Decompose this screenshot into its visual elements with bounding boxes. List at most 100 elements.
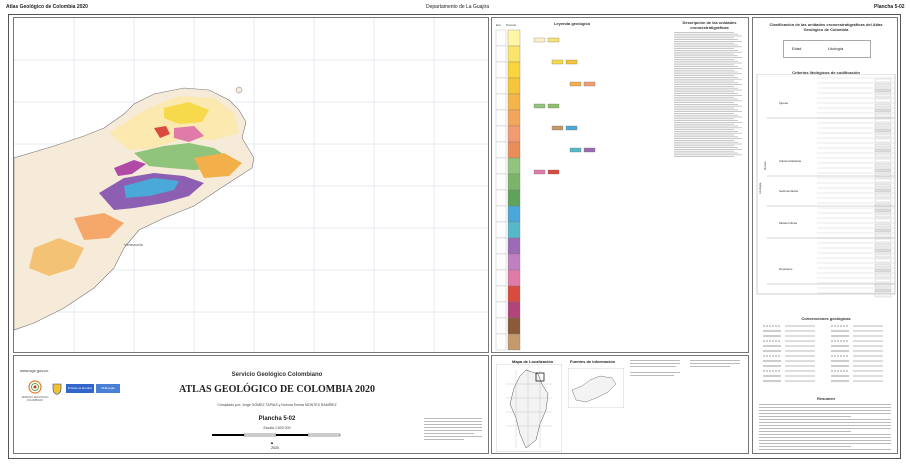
summary-line bbox=[759, 434, 891, 435]
strat-period-segment bbox=[507, 317, 521, 335]
description-line bbox=[674, 87, 738, 89]
criteria-pattern-swatch bbox=[874, 248, 892, 253]
description-line bbox=[674, 91, 734, 93]
strat-period-segment bbox=[507, 61, 521, 79]
map-canvas: Venezuela bbox=[14, 18, 488, 352]
summary-line bbox=[759, 410, 891, 411]
description-line bbox=[674, 55, 738, 57]
strat-period-segment bbox=[507, 301, 521, 319]
criteria-pattern-swatch bbox=[874, 183, 892, 188]
convention-label-line bbox=[785, 330, 815, 332]
strat-era-cell bbox=[495, 141, 507, 159]
description-line bbox=[674, 84, 742, 85]
description-line bbox=[674, 111, 742, 112]
title-block: www.sgc.gov.co SERVICIO GEOLÓGICO COLOMB… bbox=[13, 355, 489, 454]
description-line bbox=[674, 46, 742, 48]
legend-unit-box bbox=[583, 81, 596, 87]
description-line bbox=[674, 73, 742, 75]
description-line bbox=[674, 53, 734, 55]
description-line bbox=[674, 154, 742, 156]
description-line bbox=[674, 41, 742, 42]
venezuela-label: Venezuela bbox=[124, 242, 143, 247]
summary-line bbox=[759, 407, 891, 408]
convention-label-line bbox=[785, 375, 815, 377]
sources-title: Fuentes de información bbox=[570, 359, 616, 364]
description-line bbox=[674, 75, 734, 76]
description-line bbox=[674, 32, 734, 33]
gov-logo: El futuro es de todos bbox=[66, 384, 94, 393]
description-line bbox=[674, 122, 742, 123]
geologic-legend: Leyenda geológica Descripción de las uni… bbox=[491, 17, 749, 353]
criteria-pattern-swatch bbox=[874, 288, 892, 293]
legend-unit-box bbox=[547, 169, 560, 175]
period-column-header: Periodo bbox=[506, 23, 517, 27]
criteria-title: Criterios litológicos de codificación bbox=[792, 70, 860, 75]
convention-label-line bbox=[853, 350, 883, 352]
convention-label-line bbox=[785, 370, 815, 372]
strat-period-segment bbox=[507, 77, 521, 95]
sheet-locator bbox=[535, 372, 545, 382]
description-line bbox=[674, 62, 742, 64]
description-line bbox=[674, 35, 742, 37]
convention-label-line bbox=[853, 325, 883, 327]
description-line bbox=[674, 48, 734, 49]
geologic-map[interactable]: Venezuela bbox=[13, 17, 489, 353]
strat-era-cell bbox=[495, 109, 507, 127]
classification-title: Clasificación de las unidades cronoestra… bbox=[769, 22, 883, 32]
strat-era-cell bbox=[495, 269, 507, 287]
criteria-pattern-swatch bbox=[874, 253, 892, 258]
strat-period-segment bbox=[507, 205, 521, 223]
litho-group-label: Ígneas bbox=[779, 101, 789, 105]
description-line bbox=[674, 141, 738, 143]
summary-line bbox=[759, 422, 891, 423]
description-title: Descripción de las unidades cronoestrati… bbox=[682, 20, 737, 30]
summary-line bbox=[759, 428, 891, 429]
sgc-url[interactable]: www.sgc.gov.co bbox=[20, 368, 49, 373]
legend-unit-box bbox=[547, 103, 560, 109]
criteria-pattern-swatch bbox=[874, 193, 892, 198]
metamorphic-area bbox=[174, 126, 204, 142]
sgc-logo bbox=[24, 380, 46, 396]
description-line bbox=[674, 127, 742, 129]
strat-era-cell bbox=[495, 93, 507, 111]
sheet-border bbox=[8, 14, 901, 459]
strat-era-cell bbox=[495, 61, 507, 79]
description-line bbox=[674, 136, 738, 138]
atlas-name-header: Atlas Geológico de Colombia 2020 bbox=[6, 4, 88, 10]
description-line bbox=[674, 37, 734, 39]
litho-group-label: Depósitos bbox=[779, 267, 793, 271]
strat-era-cell bbox=[495, 29, 507, 47]
institution-name: Servicio Geológico Colombiano bbox=[231, 372, 323, 378]
sources-map bbox=[568, 368, 624, 408]
litho-group-label: Metamórficas bbox=[779, 221, 798, 225]
strat-period-segment bbox=[507, 285, 521, 303]
criteria-pattern-swatch bbox=[874, 113, 892, 118]
summary-line bbox=[759, 437, 891, 438]
jurassic-band bbox=[124, 178, 179, 198]
criteria-pattern-swatch bbox=[874, 268, 892, 273]
criteria-pattern-swatch bbox=[874, 223, 892, 228]
strat-period-segment bbox=[507, 125, 521, 143]
criteria-pattern-swatch bbox=[874, 163, 892, 168]
strat-era-cell bbox=[495, 189, 507, 207]
description-line bbox=[674, 129, 734, 130]
legend-unit-box bbox=[551, 59, 564, 65]
atlas-title: ATLAS GEOLÓGICO DE COLOMBIA 2020 bbox=[179, 384, 375, 395]
strat-era-cell bbox=[495, 253, 507, 271]
description-line bbox=[674, 69, 734, 71]
description-line bbox=[674, 150, 734, 152]
description-line bbox=[674, 64, 734, 66]
conventions-list bbox=[763, 325, 883, 382]
criteria-pattern-swatch bbox=[874, 293, 892, 298]
description-line bbox=[674, 138, 742, 139]
scale-bar bbox=[212, 433, 341, 437]
rocks-side-label: Rocas bbox=[763, 161, 767, 170]
description-line bbox=[674, 82, 738, 84]
criteria-pattern-swatch bbox=[874, 158, 892, 163]
legend-unit-box bbox=[569, 81, 582, 87]
convention-label-line bbox=[853, 330, 883, 332]
convention-label-line bbox=[785, 355, 815, 357]
notes-text bbox=[424, 418, 482, 440]
strat-period-segment bbox=[507, 253, 521, 271]
strat-period-segment bbox=[507, 173, 521, 191]
